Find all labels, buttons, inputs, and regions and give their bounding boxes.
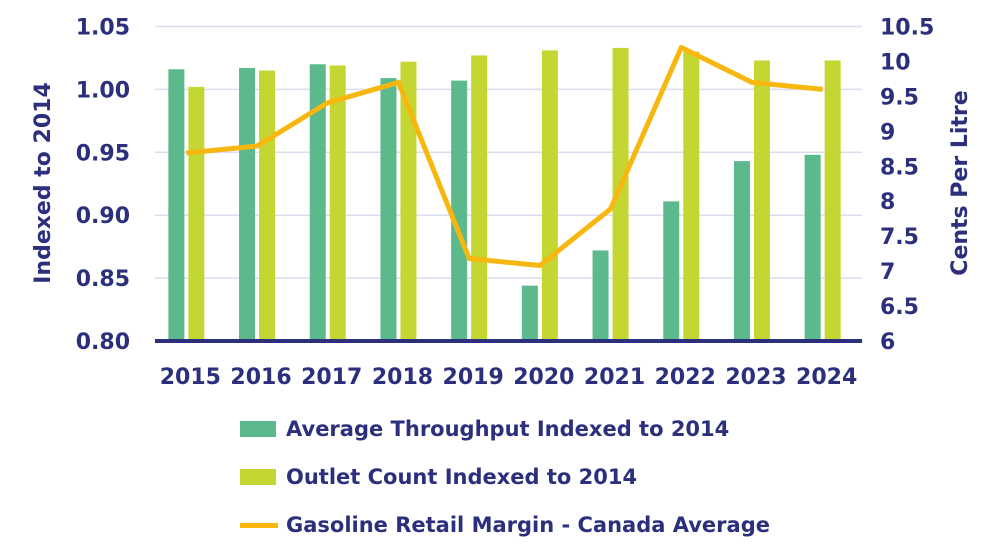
legend-label: Average Throughput Indexed to 2014	[286, 417, 730, 441]
x-tick-label: 2022	[655, 365, 716, 390]
y-axis-title-right: Cents Per Litre	[948, 90, 973, 275]
bar-throughput	[592, 250, 609, 341]
bar-throughput	[521, 285, 538, 341]
y-axis-title-left: Indexed to 2014	[31, 82, 56, 284]
y-tick-label-right: 7	[880, 260, 895, 285]
y-tick-label-left: 1.00	[76, 78, 130, 103]
y-tick-label-left: 0.90	[76, 204, 130, 229]
bar-throughput	[168, 69, 185, 341]
bar-throughput	[309, 64, 326, 342]
legend-item-outlets: Outlet Count Indexed to 2014	[240, 453, 770, 501]
y-tick-label-left: 1.05	[76, 16, 130, 41]
legend-swatch	[240, 421, 276, 437]
bar-throughput	[239, 68, 256, 341]
bar-outlets	[188, 86, 205, 341]
bar-outlets	[471, 55, 488, 342]
bar-outlets	[824, 60, 841, 341]
bar-outlets	[400, 61, 417, 341]
y-tick-label-right: 8.5	[880, 155, 919, 180]
y-tick-label-right: 10.5	[880, 16, 934, 41]
y-tick-label-right: 6.5	[880, 295, 919, 320]
y-tick-label-right: 8	[880, 190, 895, 215]
bar-throughput	[380, 78, 397, 341]
bar-throughput	[733, 161, 750, 341]
legend-label: Outlet Count Indexed to 2014	[286, 465, 638, 489]
legend-swatch	[240, 469, 276, 485]
bar-outlets	[753, 60, 770, 341]
y-tick-label-right: 10	[880, 50, 911, 75]
bar-outlets	[329, 65, 346, 342]
x-tick-label: 2023	[725, 365, 786, 390]
x-tick-label: 2021	[584, 365, 645, 390]
bar-throughput	[451, 80, 468, 342]
x-tick-label: 2016	[230, 365, 291, 390]
margin-line	[186, 44, 823, 269]
bar-throughput	[663, 201, 680, 341]
x-tick-label: 2018	[372, 365, 433, 390]
legend-swatch	[240, 522, 278, 528]
bar-outlets	[259, 70, 276, 341]
legend-item-throughput: Average Throughput Indexed to 2014	[240, 405, 770, 453]
y-tick-label-right: 6	[880, 330, 895, 355]
y-tick-label-left: 0.80	[76, 330, 130, 355]
legend-item-margin: Gasoline Retail Margin - Canada Average	[240, 501, 770, 549]
bar-throughput	[804, 154, 821, 341]
x-tick-label: 2020	[513, 365, 574, 390]
y-tick-label-right: 9.5	[880, 85, 919, 110]
bar-outlets	[683, 51, 700, 341]
legend-label: Gasoline Retail Margin - Canada Average	[286, 513, 770, 537]
bar-outlets	[612, 47, 629, 342]
legend: Average Throughput Indexed to 2014 Outle…	[240, 405, 770, 549]
x-tick-label: 2024	[796, 365, 857, 390]
chart: 0.80 0.85 0.90 0.95 1.00 1.05 6 6.5 7 7.5 8 8.5 9 9.5…	[31, 16, 973, 391]
x-tick-label: 2019	[443, 365, 504, 390]
y-tick-label-right: 9	[880, 120, 895, 145]
y-tick-label-left: 0.95	[76, 141, 130, 166]
x-tick-label: 2017	[301, 365, 362, 390]
y-tick-label-left: 0.85	[76, 267, 130, 292]
bar-outlets	[541, 50, 558, 341]
x-tick-label: 2015	[160, 365, 221, 390]
y-tick-label-right: 7.5	[880, 225, 919, 250]
